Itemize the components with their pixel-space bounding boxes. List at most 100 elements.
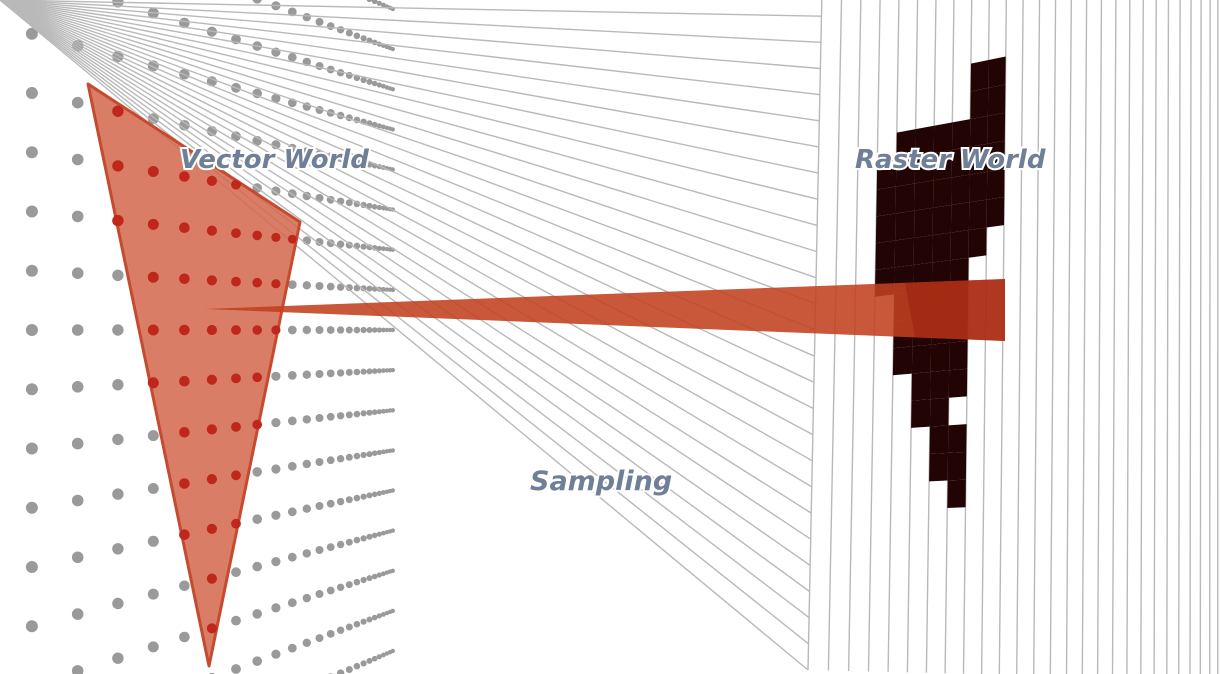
hit-sample-dot [231, 470, 241, 481]
sample-dot [366, 575, 373, 582]
hit-sample-dot [252, 419, 262, 430]
sample-dot [25, 27, 38, 40]
filled-pixel [911, 371, 931, 401]
sample-dot [381, 287, 386, 292]
hit-sample-dot [179, 427, 190, 438]
sample-dot [112, 652, 124, 664]
grid-line-vertical [1126, 0, 1131, 674]
hit-sample-dot [252, 372, 262, 383]
sample-dot [381, 246, 386, 252]
hit-sample-dot [147, 377, 159, 389]
sample-dot [336, 326, 345, 334]
filled-pixel [987, 84, 1006, 116]
sample-dot [25, 501, 38, 514]
grid-line-horizontal [0, 0, 812, 540]
sample-dot [376, 613, 382, 619]
sample-dot [384, 327, 390, 333]
sample-dot [376, 245, 382, 251]
sample-dot [231, 615, 241, 626]
sample-dot [71, 267, 84, 280]
sample-dot [353, 536, 361, 544]
sample-dot [381, 449, 386, 455]
filled-pixel [969, 143, 988, 175]
grid-line-horizontal [0, 0, 814, 410]
sample-dot [376, 368, 382, 374]
hit-sample-dot [179, 273, 190, 285]
grid-line-horizontal [0, 0, 819, 148]
sample-dot [371, 532, 378, 539]
sample-dot [231, 567, 241, 578]
sample-dot [376, 449, 382, 456]
sample-dot [366, 161, 373, 168]
sample-dot [360, 35, 367, 42]
sample-dot [390, 127, 395, 132]
hit-sample-dot [206, 474, 217, 485]
sample-dot [326, 412, 335, 421]
hit-sample-dot [231, 179, 241, 190]
hit-sample-dot [112, 160, 124, 172]
sample-dot [345, 538, 353, 546]
sample-dot [381, 2, 386, 8]
grid-line-vertical [1033, 0, 1041, 674]
sample-dot [384, 368, 390, 373]
sampling-label: Sampling [530, 466, 672, 497]
sample-dot [366, 409, 373, 416]
sample-dot [345, 411, 353, 419]
sample-dot [336, 497, 345, 506]
sample-dot [371, 121, 378, 128]
vector-triangle [86, 82, 302, 668]
sample-dot [366, 657, 373, 664]
sample-dot [390, 287, 395, 293]
sample-dot [345, 284, 353, 292]
sample-dot [287, 416, 297, 426]
sample-dot [353, 578, 361, 586]
sample-dot [179, 120, 190, 131]
sample-dot [25, 146, 38, 159]
sample-dot [71, 665, 84, 674]
sample-dot [302, 415, 311, 424]
sample-dot [353, 368, 361, 376]
grid-line-vertical [847, 0, 862, 672]
hit-sample-dot [147, 218, 159, 230]
filled-pixel [895, 210, 915, 241]
sample-dot [71, 210, 84, 223]
sample-dot [390, 46, 395, 52]
sample-dot [366, 492, 373, 499]
sample-dot [336, 540, 345, 549]
sampling-target-pixel [905, 279, 1005, 341]
hit-sample-dot [231, 325, 241, 335]
sample-dot [287, 7, 297, 17]
grid-line-vertical [1049, 0, 1057, 674]
sample-dot [326, 369, 335, 378]
sample-dot [287, 461, 297, 471]
sample-dot [302, 638, 311, 647]
sample-dot [179, 580, 190, 592]
sample-dot [353, 620, 361, 628]
filled-pixel [951, 174, 970, 205]
hit-sample-dot [231, 228, 241, 239]
sample-dot [360, 618, 367, 625]
sample-dot [345, 326, 353, 334]
sample-dot [390, 568, 395, 573]
sample-dot [384, 287, 390, 292]
hit-sample-dot [206, 374, 217, 385]
grid-line-horizontal [0, 0, 813, 462]
sample-dot [345, 453, 353, 461]
hit-sample-dot [179, 478, 190, 489]
sample-dot [271, 649, 281, 659]
sample-dot [271, 418, 281, 428]
sample-dot [366, 368, 373, 375]
sample-dot [390, 87, 395, 92]
filled-pixel [929, 452, 948, 482]
filled-pixel [968, 227, 987, 258]
sample-dot [326, 456, 335, 465]
filled-pixel [875, 240, 896, 270]
grid-line-horizontal [0, 0, 811, 593]
sample-dot [302, 281, 311, 290]
sample-dot [381, 571, 386, 577]
sample-dot [287, 643, 297, 653]
sample-dot [376, 409, 382, 415]
sampling-beam [205, 279, 1005, 341]
sample-dot [360, 285, 367, 292]
